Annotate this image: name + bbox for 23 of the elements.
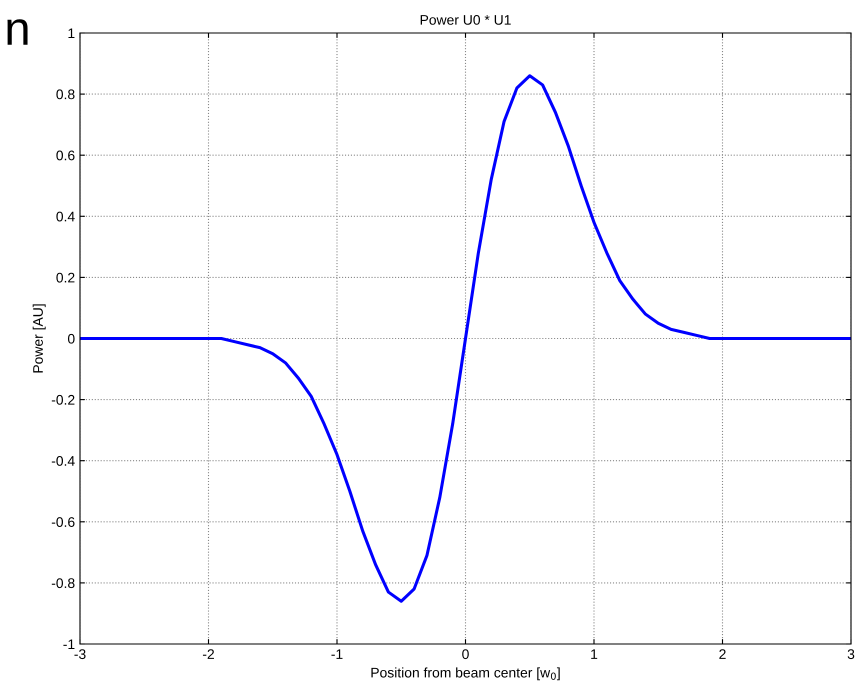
x-axis-title: Position from beam center [w$_{0}$] bbox=[371, 667, 560, 680]
line-series bbox=[80, 74, 851, 603]
y-tick-label: -0.6 bbox=[52, 517, 75, 527]
chart-title: Power U0 * U1 bbox=[420, 14, 511, 25]
y-tick-label: 0 bbox=[68, 334, 75, 344]
x-tick-label: 3 bbox=[848, 649, 854, 660]
x-tick-label: -3 bbox=[74, 649, 86, 660]
y-tick-label: -1 bbox=[63, 639, 74, 650]
y-tick-label: 1 bbox=[68, 28, 74, 38]
x-tick-label: 0 bbox=[462, 649, 469, 660]
y-tick-label: -0.4 bbox=[52, 456, 75, 466]
y-tick-label: 0.8 bbox=[56, 89, 75, 100]
x-tick-label: 1 bbox=[591, 649, 598, 659]
x-tick-label: -2 bbox=[202, 649, 214, 659]
y-tick-label: 0.2 bbox=[56, 272, 74, 283]
y-tick-label: 0.6 bbox=[56, 150, 75, 160]
y-tick-label: -0.2 bbox=[52, 394, 74, 405]
x-tick-label: -1 bbox=[331, 649, 342, 659]
y-tick-label: -0.8 bbox=[52, 578, 75, 588]
y-tick-label: 0.4 bbox=[56, 212, 75, 222]
y-axis-title: Power [AU] bbox=[32, 304, 46, 372]
x-tick-label: 2 bbox=[719, 649, 726, 659]
text: n bbox=[7, 19, 28, 45]
